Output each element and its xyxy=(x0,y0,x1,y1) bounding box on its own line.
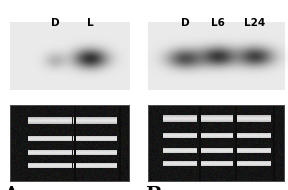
Text: L: L xyxy=(87,18,93,28)
Text: D: D xyxy=(51,18,59,28)
Text: L6: L6 xyxy=(211,18,225,28)
Text: L24: L24 xyxy=(245,18,266,28)
Text: A: A xyxy=(3,186,18,190)
Text: D: D xyxy=(181,18,189,28)
Text: B: B xyxy=(145,186,162,190)
